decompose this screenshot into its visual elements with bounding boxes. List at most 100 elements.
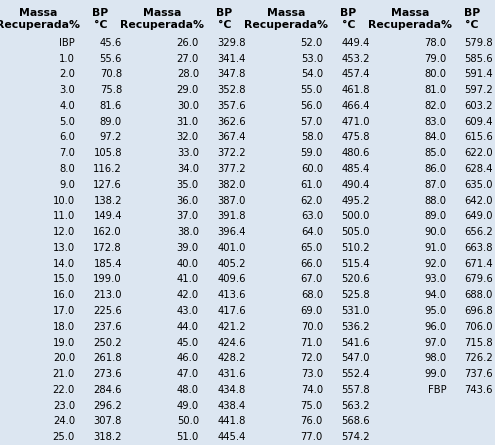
Text: 55.0: 55.0 <box>300 85 323 95</box>
Text: 85.0: 85.0 <box>424 148 446 158</box>
Text: 54.0: 54.0 <box>301 69 323 79</box>
Text: 547.0: 547.0 <box>342 353 370 363</box>
Text: 563.2: 563.2 <box>342 400 370 411</box>
Text: 24.0: 24.0 <box>53 417 75 426</box>
Text: 649.0: 649.0 <box>464 211 493 221</box>
Text: 743.6: 743.6 <box>464 385 493 395</box>
Text: 35.0: 35.0 <box>177 180 199 190</box>
Text: 237.6: 237.6 <box>94 322 122 332</box>
Text: 737.6: 737.6 <box>464 369 493 379</box>
Text: 579.8: 579.8 <box>464 38 493 48</box>
Text: 57.0: 57.0 <box>300 117 323 127</box>
Text: 438.4: 438.4 <box>218 400 246 411</box>
Text: 97.0: 97.0 <box>424 337 446 348</box>
Text: 387.0: 387.0 <box>218 195 246 206</box>
Text: 671.4: 671.4 <box>464 259 493 269</box>
Text: 73.0: 73.0 <box>301 369 323 379</box>
Text: 574.2: 574.2 <box>342 432 370 442</box>
Text: 62.0: 62.0 <box>300 195 323 206</box>
Text: 284.6: 284.6 <box>94 385 122 395</box>
Text: BP: BP <box>463 8 480 18</box>
Text: 585.6: 585.6 <box>464 54 493 64</box>
Text: 39.0: 39.0 <box>177 243 199 253</box>
Text: 96.0: 96.0 <box>424 322 446 332</box>
Text: 597.2: 597.2 <box>464 85 493 95</box>
Text: 86.0: 86.0 <box>424 164 446 174</box>
Text: 41.0: 41.0 <box>177 275 199 284</box>
Text: 434.8: 434.8 <box>218 385 246 395</box>
Text: 11.0: 11.0 <box>52 211 75 221</box>
Text: 715.8: 715.8 <box>464 337 493 348</box>
Text: 76.0: 76.0 <box>300 417 323 426</box>
Text: 7.0: 7.0 <box>59 148 75 158</box>
Text: 99.0: 99.0 <box>424 369 446 379</box>
Text: 37.0: 37.0 <box>177 211 199 221</box>
Text: 91.0: 91.0 <box>424 243 446 253</box>
Text: BP: BP <box>92 8 108 18</box>
Text: Massa: Massa <box>267 8 305 18</box>
Text: 94.0: 94.0 <box>424 290 446 300</box>
Text: 80.0: 80.0 <box>424 69 446 79</box>
Text: Massa: Massa <box>391 8 429 18</box>
Text: 461.8: 461.8 <box>342 85 370 95</box>
Text: 28.0: 28.0 <box>177 69 199 79</box>
Text: 3.0: 3.0 <box>59 85 75 95</box>
Text: 89.0: 89.0 <box>100 117 122 127</box>
Text: 29.0: 29.0 <box>177 85 199 95</box>
Text: 357.6: 357.6 <box>217 101 246 111</box>
Text: 6.0: 6.0 <box>59 133 75 142</box>
Text: 347.8: 347.8 <box>218 69 246 79</box>
Text: 475.8: 475.8 <box>342 133 370 142</box>
Text: 127.6: 127.6 <box>93 180 122 190</box>
Text: BP: BP <box>216 8 233 18</box>
Text: 93.0: 93.0 <box>424 275 446 284</box>
Text: 382.0: 382.0 <box>218 180 246 190</box>
Text: 401.0: 401.0 <box>218 243 246 253</box>
Text: 172.8: 172.8 <box>94 243 122 253</box>
Text: 520.6: 520.6 <box>342 275 370 284</box>
Text: 341.4: 341.4 <box>218 54 246 64</box>
Text: 20.0: 20.0 <box>53 353 75 363</box>
Text: 78.0: 78.0 <box>424 38 446 48</box>
Text: 66.0: 66.0 <box>300 259 323 269</box>
Text: Massa: Massa <box>19 8 57 18</box>
Text: 500.0: 500.0 <box>342 211 370 221</box>
Text: 679.6: 679.6 <box>464 275 493 284</box>
Text: 88.0: 88.0 <box>424 195 446 206</box>
Text: IBP: IBP <box>59 38 75 48</box>
Text: 352.8: 352.8 <box>217 85 246 95</box>
Text: °C: °C <box>342 20 355 30</box>
Text: 466.4: 466.4 <box>342 101 370 111</box>
Text: 43.0: 43.0 <box>177 306 199 316</box>
Text: 58.0: 58.0 <box>301 133 323 142</box>
Text: 445.4: 445.4 <box>218 432 246 442</box>
Text: 14.0: 14.0 <box>53 259 75 269</box>
Text: 568.6: 568.6 <box>342 417 370 426</box>
Text: 377.2: 377.2 <box>217 164 246 174</box>
Text: 307.8: 307.8 <box>94 417 122 426</box>
Text: 273.6: 273.6 <box>94 369 122 379</box>
Text: 65.0: 65.0 <box>300 243 323 253</box>
Text: 318.2: 318.2 <box>94 432 122 442</box>
Text: 362.6: 362.6 <box>217 117 246 127</box>
Text: 56.0: 56.0 <box>300 101 323 111</box>
Text: 52.0: 52.0 <box>300 38 323 48</box>
Text: 83.0: 83.0 <box>424 117 446 127</box>
Text: 391.8: 391.8 <box>217 211 246 221</box>
Text: 68.0: 68.0 <box>301 290 323 300</box>
Text: 417.6: 417.6 <box>217 306 246 316</box>
Text: 18.0: 18.0 <box>53 322 75 332</box>
Text: 72.0: 72.0 <box>300 353 323 363</box>
Text: 59.0: 59.0 <box>300 148 323 158</box>
Text: 45.0: 45.0 <box>177 337 199 348</box>
Text: 199.0: 199.0 <box>94 275 122 284</box>
Text: 50.0: 50.0 <box>177 417 199 426</box>
Text: 185.4: 185.4 <box>94 259 122 269</box>
Text: 396.4: 396.4 <box>217 227 246 237</box>
Text: 428.2: 428.2 <box>217 353 246 363</box>
Text: 63.0: 63.0 <box>301 211 323 221</box>
Text: 51.0: 51.0 <box>177 432 199 442</box>
Text: 696.8: 696.8 <box>464 306 493 316</box>
Text: 609.4: 609.4 <box>464 117 493 127</box>
Text: Recuperada%: Recuperada% <box>368 20 452 30</box>
